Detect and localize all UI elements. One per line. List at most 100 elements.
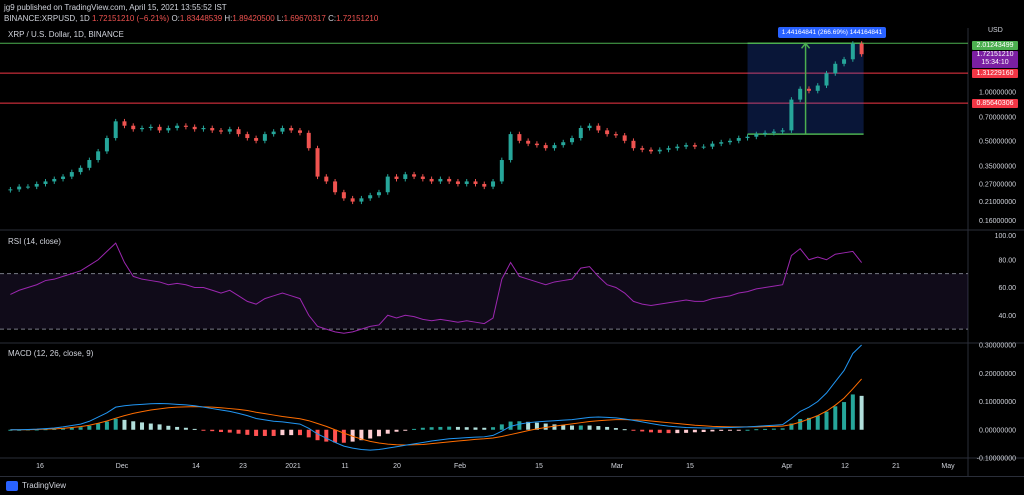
candle-body <box>543 145 548 149</box>
macd-histogram-bar <box>719 429 724 431</box>
macd-axis-tick: 0.10000000 <box>979 399 1016 406</box>
candle-body <box>236 129 241 135</box>
macd-pane <box>8 344 864 451</box>
candle-body <box>368 195 373 199</box>
macd-histogram-bar <box>104 421 109 430</box>
candle-body <box>183 125 188 127</box>
candle-body <box>157 126 162 131</box>
candle-body <box>122 121 127 126</box>
macd-histogram-bar <box>96 423 101 430</box>
candle-body <box>87 160 92 168</box>
macd-histogram-bar <box>745 429 750 431</box>
candle-body <box>297 130 302 133</box>
price-pane-title: XRP / U.S. Dollar, 1D, BINANCE <box>8 30 124 39</box>
red-upper-tag: 1.31229160 <box>972 69 1018 78</box>
time-axis-tick: Dec <box>116 463 129 470</box>
macd-line <box>10 344 862 451</box>
macd-histogram-bar <box>113 418 118 430</box>
macd-histogram-bar <box>368 429 373 439</box>
candle-body <box>438 178 443 182</box>
candle-body <box>824 73 829 86</box>
candle-body <box>210 128 215 131</box>
candle-body <box>201 128 206 130</box>
candle-body <box>806 88 811 91</box>
candle-body <box>780 130 785 132</box>
rsi-axis-tick: 100.00 <box>995 233 1017 240</box>
macd-histogram-bar <box>403 429 408 431</box>
macd-histogram-bar <box>227 429 232 433</box>
candle-body <box>227 129 232 132</box>
macd-histogram-bar <box>131 421 136 430</box>
macd-histogram-bar <box>359 429 364 441</box>
macd-histogram-bar <box>192 428 197 430</box>
candle-body <box>710 143 715 147</box>
price-axis-tick: 0.70000000 <box>979 115 1016 122</box>
candle-body <box>262 134 267 141</box>
candle-body <box>429 178 434 182</box>
rsi-axis-tick: 40.00 <box>998 313 1016 320</box>
macd-histogram-bar <box>727 429 732 431</box>
macd-histogram-bar <box>789 423 794 430</box>
close-label: C: <box>328 14 337 23</box>
candle-body <box>341 192 346 199</box>
macd-histogram-bar <box>798 419 803 430</box>
candle-body <box>61 176 66 179</box>
macd-histogram-bar <box>649 429 653 433</box>
macd-histogram-bar <box>517 421 522 430</box>
time-axis-tick: 15 <box>686 463 694 470</box>
macd-histogram-bar <box>815 415 820 430</box>
macd-histogram-bar <box>420 427 425 430</box>
macd-histogram-bar <box>289 429 294 436</box>
candle-body <box>394 176 399 179</box>
macd-histogram-bar <box>736 429 741 431</box>
signal-line <box>10 378 862 446</box>
macd-histogram-bar <box>280 429 285 436</box>
macd-histogram-bar <box>61 428 66 430</box>
macd-axis-tick: 0.20000000 <box>979 371 1016 378</box>
time-axis-tick: Apr <box>782 463 794 470</box>
low-value: 1.69670317 <box>283 14 326 23</box>
macd-histogram-bar <box>122 419 127 430</box>
candle-body <box>727 140 732 143</box>
candle-body <box>271 131 276 135</box>
macd-histogram-bar <box>552 424 557 430</box>
candle-body <box>517 134 522 141</box>
macd-histogram-bar <box>455 426 460 430</box>
macd-histogram-bar <box>148 423 153 430</box>
ohlc-line: BINANCE:XRPUSD, 1D 1.72151210 (−6.21%) O… <box>4 14 378 24</box>
candle-body <box>534 143 539 146</box>
macd-histogram-bar <box>166 425 171 430</box>
candle-body <box>570 138 575 143</box>
published-line: jg9 published on TradingView.com, April … <box>4 3 227 12</box>
candle-body <box>447 178 452 182</box>
candle-body <box>789 99 794 131</box>
macd-histogram-bar <box>534 422 539 430</box>
open-label: O: <box>171 14 180 23</box>
time-axis-tick: 12 <box>841 463 849 470</box>
time-axis-tick: Mar <box>611 463 624 470</box>
symbol-label: BINANCE:XRPUSD, 1D <box>4 14 90 23</box>
time-axis-tick: 2021 <box>285 463 301 470</box>
candle-body <box>113 121 118 139</box>
macd-histogram-bar <box>675 429 680 434</box>
macd-histogram-bar <box>271 429 276 436</box>
macd-histogram-bar <box>262 429 267 436</box>
candle-body <box>385 176 390 193</box>
macd-histogram-bar <box>210 429 215 432</box>
grid-lines <box>0 28 1024 476</box>
candle-body <box>52 178 57 182</box>
candle-body <box>771 131 776 133</box>
macd-pane-title: MACD (12, 26, close, 9) <box>8 349 94 358</box>
candle-body <box>376 192 381 196</box>
macd-histogram-bar <box>526 421 531 430</box>
macd-histogram-bar <box>842 402 847 430</box>
candle-body <box>684 145 689 147</box>
macd-axis-tick: -0.10000000 <box>977 456 1016 463</box>
candle-body <box>43 181 48 184</box>
time-axis-tick: 16 <box>36 463 44 470</box>
candle-body <box>508 134 513 161</box>
macd-histogram-bar <box>333 429 338 443</box>
macd-histogram-bar <box>666 429 671 434</box>
macd-histogram-bar <box>806 417 811 430</box>
